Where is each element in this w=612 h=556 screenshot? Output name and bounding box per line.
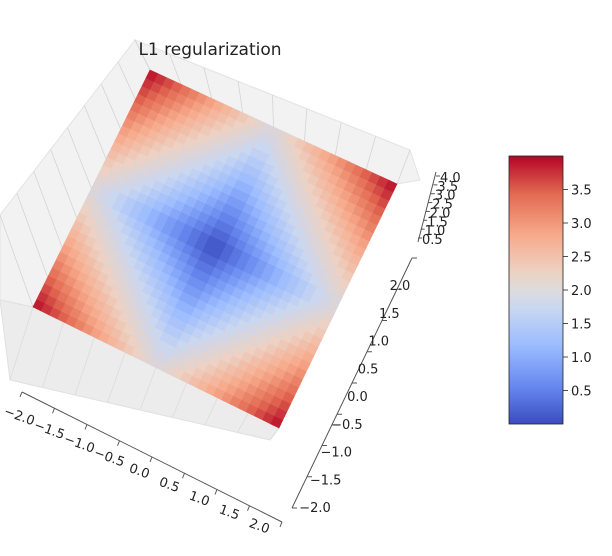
colorbar-tick-label: 0.5 — [571, 385, 592, 400]
grid-line — [237, 81, 244, 113]
x-tick-label: −2.0 — [2, 404, 37, 429]
grid-line — [134, 39, 151, 71]
grid-line — [67, 127, 92, 189]
grid-line — [100, 83, 122, 130]
x-tick-label: 2.0 — [247, 516, 272, 537]
x-tick-mark — [149, 456, 153, 463]
x-tick-mark — [279, 521, 283, 528]
x-tick-mark — [19, 391, 23, 398]
grid-line — [117, 61, 136, 100]
grid-line — [334, 122, 342, 156]
grid-line — [272, 94, 274, 128]
grid-line — [365, 136, 377, 170]
surface — [32, 69, 398, 429]
grid-line — [303, 108, 308, 142]
x-tick-label: 0.5 — [157, 475, 182, 496]
x-tick-label: 0.0 — [127, 461, 152, 482]
z-axis-line — [417, 171, 437, 243]
colorbar-tick-label: 1.5 — [571, 318, 592, 333]
z-tick-label: 2.0 — [430, 206, 451, 221]
x-tick-mark — [52, 408, 55, 414]
y-tick-label: −2.0 — [299, 501, 331, 516]
y-tick-label: 2.0 — [390, 279, 411, 294]
y-axis-ticks: −2.0 −1.5 −1.0 −0.5 0.0 0.5 1.0 1.5 2.0 — [292, 257, 417, 516]
x-tick-label: −1.0 — [62, 432, 97, 457]
z-tick-label: 4.0 — [440, 171, 461, 186]
grid-line — [33, 171, 63, 248]
y-tick-label: 1.0 — [368, 335, 389, 350]
grid-line — [42, 322, 65, 388]
z-tick-label: 1.0 — [425, 224, 446, 239]
grid-line — [50, 149, 78, 219]
z-tick-label: 3.0 — [435, 189, 456, 204]
grid-line — [172, 382, 188, 418]
x-tick-mark — [117, 440, 120, 446]
grid-line — [16, 192, 49, 278]
y-tick-label: 1.5 — [379, 307, 400, 322]
colorbar-tick-label: 3.0 — [571, 217, 592, 232]
y-tick-label: −1.5 — [310, 473, 342, 488]
grid-line — [203, 67, 213, 99]
grid-line — [169, 53, 182, 85]
z-tick-label: 3.5 — [437, 180, 458, 195]
x-tick-mark — [84, 424, 88, 430]
z-tick-label: 2.5 — [432, 198, 453, 213]
grid-line — [269, 427, 280, 441]
surface-cell — [384, 179, 398, 193]
x-tick-label: −0.5 — [92, 446, 127, 471]
z-axis-ticks: 0.51.01.52.02.53.03.54.0 — [418, 171, 461, 248]
x-tick-mark — [247, 505, 250, 511]
x-tick-mark — [182, 473, 185, 479]
grid-line — [139, 367, 157, 411]
grid-line — [237, 412, 249, 433]
y-tick-label: 0.5 — [358, 362, 379, 377]
y-tick-label: −0.5 — [331, 418, 363, 433]
colorbar-tick-label: 2.0 — [571, 284, 592, 299]
colorbar-tick-label: 1.0 — [571, 351, 592, 366]
z-tick-label: 0.5 — [422, 233, 443, 248]
x-tick-mark — [214, 489, 218, 495]
x-tick-label: −1.5 — [32, 418, 67, 443]
x-tick-label: 1.5 — [217, 502, 242, 523]
grid-line — [396, 149, 411, 185]
colorbar: 0.5 1.0 1.5 2.0 2.5 3.0 3.5 — [508, 155, 592, 425]
colorbar-gradient — [508, 155, 564, 425]
x-tick-label: 1.0 — [187, 489, 212, 510]
grid-line — [0, 214, 34, 308]
grid-line — [204, 397, 218, 426]
colorbar-ticks: 0.5 1.0 1.5 2.0 2.5 3.0 3.5 — [563, 184, 592, 400]
colorbar-tick-label: 2.5 — [571, 251, 592, 266]
y-tick-label: 0.0 — [347, 390, 368, 405]
colorbar-tick-label: 3.5 — [571, 184, 592, 199]
grid-line — [107, 352, 126, 403]
z-tick-label: 1.5 — [427, 215, 448, 230]
grid-line — [74, 337, 95, 396]
y-tick-label: −1.0 — [320, 446, 352, 461]
grid-line — [84, 105, 107, 160]
grid-line — [9, 306, 34, 381]
x-axis-ticks: −2.0−1.5−1.0−0.50.00.51.01.52.0 — [2, 391, 283, 537]
chart-title: L1 regularization — [138, 40, 281, 60]
axes-grid — [0, 39, 411, 441]
